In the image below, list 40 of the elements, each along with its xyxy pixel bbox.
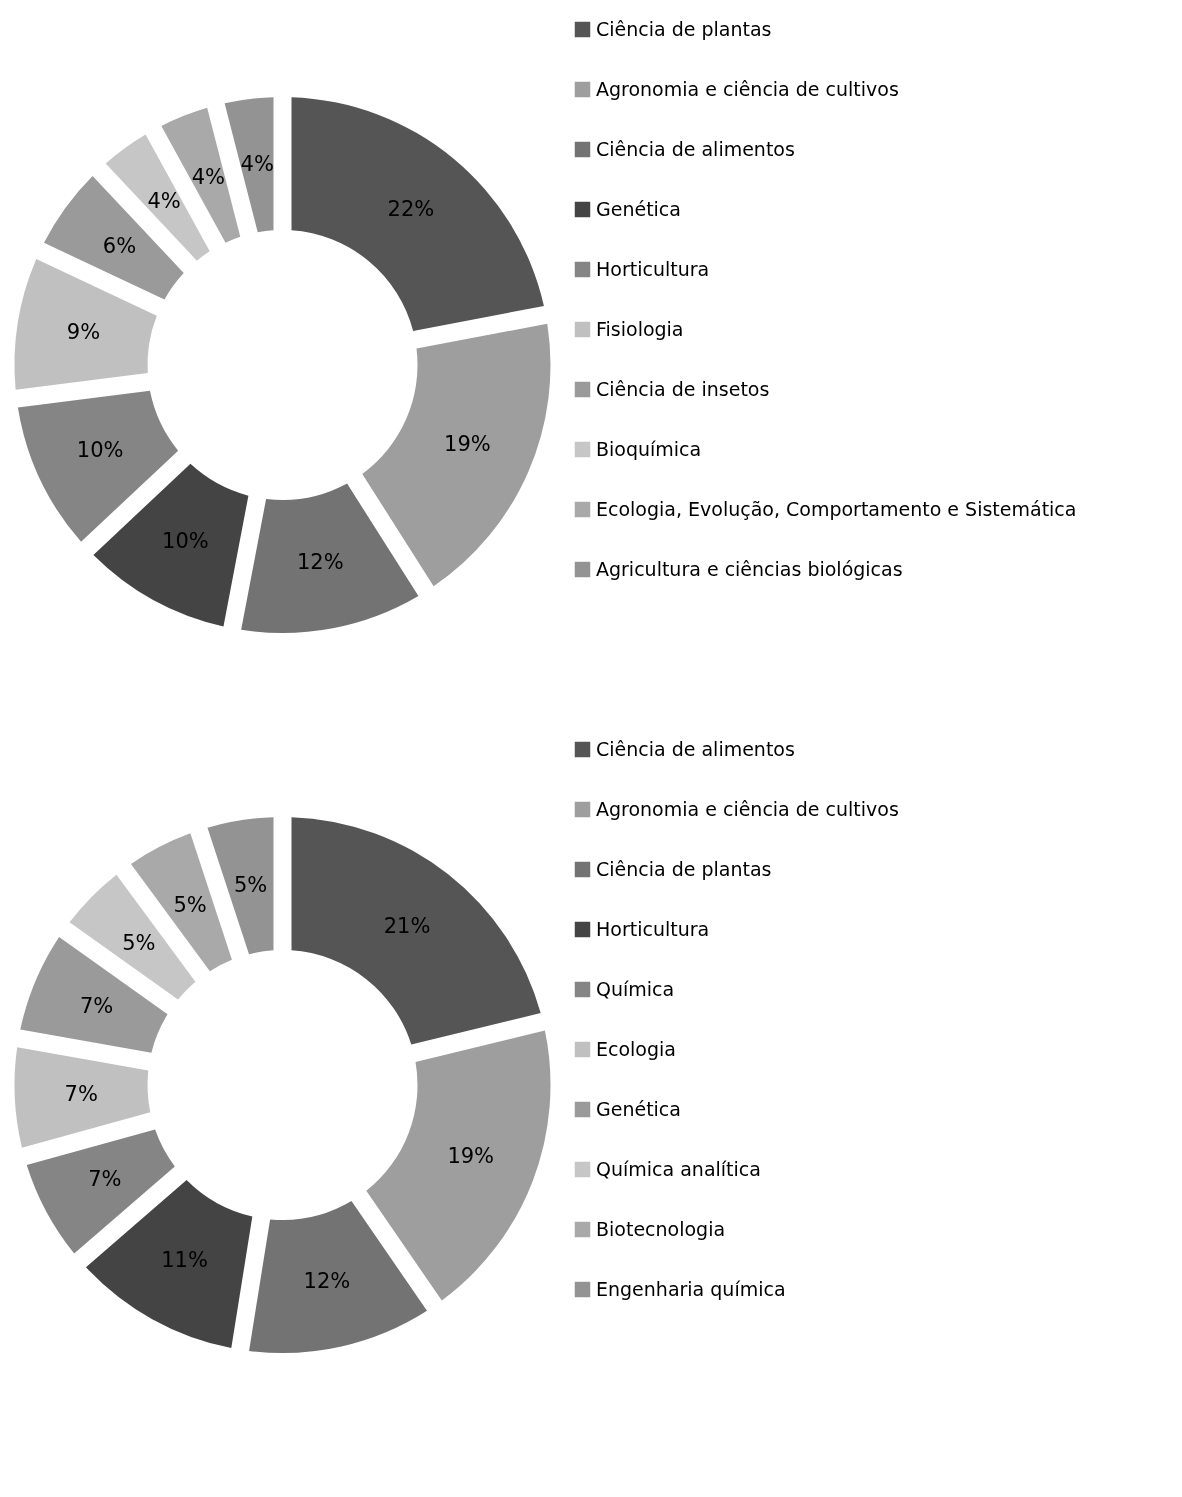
legend-label: Ecologia, Evolução, Comportamento e Sistemática (596, 497, 1077, 520)
legend-label: Química (596, 977, 675, 1000)
data-label: 19% (447, 1143, 495, 1168)
data-label: 10% (76, 437, 124, 462)
legend-label: Ciência de plantas (596, 17, 772, 40)
legend-label: Química analítica (596, 1157, 761, 1180)
data-label: 9% (66, 320, 101, 345)
legend-label: Agricultura e ciências biológicas (596, 557, 903, 580)
data-label: 11% (161, 1248, 208, 1273)
data-label: 12% (296, 549, 344, 574)
legend-label: Fisiologia (596, 317, 684, 340)
data-label: 4% (147, 188, 181, 213)
data-label: 4% (191, 164, 225, 189)
legend-label: Bioquímica (596, 437, 702, 460)
legend-label: Horticultura (596, 257, 710, 280)
legend-label: Genética (596, 1097, 681, 1120)
data-label: 7% (64, 1081, 98, 1106)
legend-label: Ciência de insetos (596, 377, 770, 400)
data-label: 4% (240, 152, 274, 177)
data-label: 21% (383, 913, 431, 938)
legend-label: Engenharia química (596, 1277, 786, 1300)
data-label: 6% (102, 233, 137, 258)
data-label: 22% (387, 196, 435, 221)
data-label: 5% (173, 892, 207, 917)
data-label: 19% (444, 432, 491, 457)
data-label: 5% (122, 930, 156, 955)
data-label: 7% (88, 1167, 122, 1192)
legend-label: Ciência de plantas (596, 857, 772, 880)
legend-label: Ciência de alimentos (596, 137, 795, 160)
data-label: 5% (234, 873, 268, 898)
data-label: 7% (79, 994, 114, 1019)
legend-label: Horticultura (596, 917, 710, 940)
data-label: 12% (303, 1268, 351, 1293)
legend-label: Genética (596, 197, 681, 220)
legend-label: Agronomia e ciência de cultivos (596, 797, 899, 820)
legend-label: Biotecnologia (596, 1217, 726, 1240)
legend-label: Ecologia (596, 1037, 676, 1060)
legend-label: Agronomia e ciência de cultivos (596, 77, 899, 100)
slice-label: Ciência de alimentos (596, 737, 795, 760)
data-label: 10% (162, 528, 209, 553)
